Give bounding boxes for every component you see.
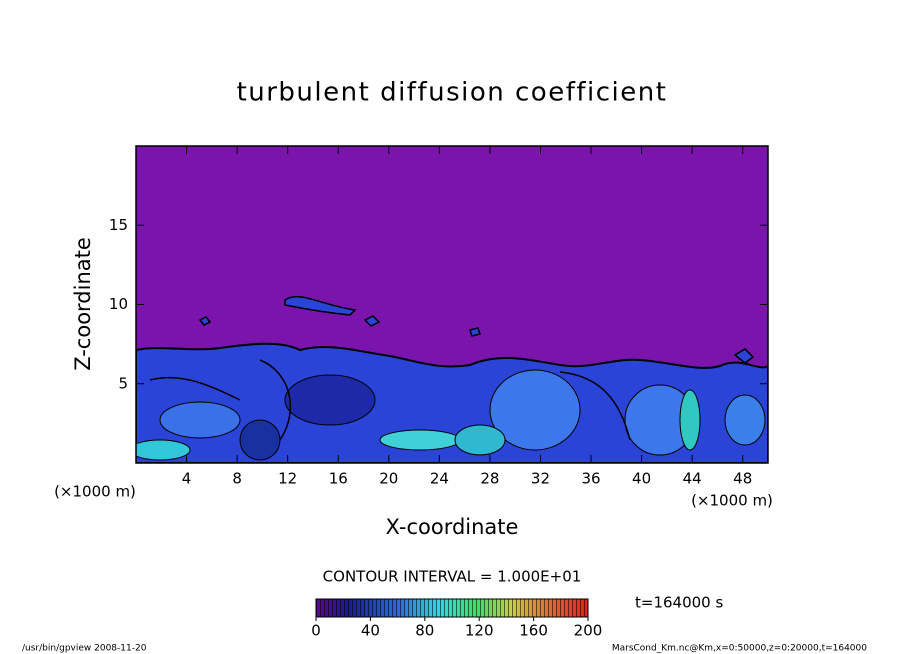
x-tick-label: 24 bbox=[430, 470, 449, 488]
footer-right: MarsCond_Km.nc@Km,x=0:50000,z=0:20000,t=… bbox=[612, 644, 867, 654]
contour-field bbox=[136, 146, 768, 463]
y-tick-label: 10 bbox=[109, 295, 128, 313]
x-axis-label: X-coordinate bbox=[386, 515, 519, 539]
x-tick-label: 28 bbox=[480, 470, 499, 488]
colorbar-tick-label: 40 bbox=[361, 622, 380, 640]
x-tick-label: 8 bbox=[232, 470, 242, 488]
x-unit-label: (×1000 m) bbox=[691, 492, 773, 510]
x-tick-label: 16 bbox=[329, 470, 348, 488]
x-tick-label: 48 bbox=[733, 470, 752, 488]
y-axis-label: Z-coordinate bbox=[71, 237, 95, 371]
x-tick-label: 12 bbox=[278, 470, 297, 488]
colorbar-tick-label: 160 bbox=[519, 622, 548, 640]
colorbar-tick-label: 120 bbox=[465, 622, 494, 640]
y-tick-label: 15 bbox=[109, 216, 128, 234]
y-unit-label: (×1000 m) bbox=[54, 483, 136, 501]
x-tick-label: 32 bbox=[531, 470, 550, 488]
chart-title: turbulent diffusion coefficient bbox=[237, 78, 668, 108]
x-tick-label: 20 bbox=[379, 470, 398, 488]
contour-interval: CONTOUR INTERVAL = 1.000E+01 bbox=[323, 568, 582, 586]
x-tick-label: 36 bbox=[581, 470, 600, 488]
colorbar-tick-label: 0 bbox=[311, 622, 321, 640]
colorbar-tick-label: 80 bbox=[415, 622, 434, 640]
y-tick-label: 5 bbox=[118, 374, 128, 392]
colorbar-tick-label: 200 bbox=[574, 622, 603, 640]
x-tick-label: 40 bbox=[632, 470, 651, 488]
colorbar-frame bbox=[315, 598, 589, 618]
x-tick-label: 44 bbox=[683, 470, 702, 488]
footer-left: /usr/bin/gpview 2008-11-20 bbox=[22, 644, 147, 654]
time-label: t=164000 s bbox=[635, 594, 723, 612]
x-tick-label: 4 bbox=[182, 470, 192, 488]
